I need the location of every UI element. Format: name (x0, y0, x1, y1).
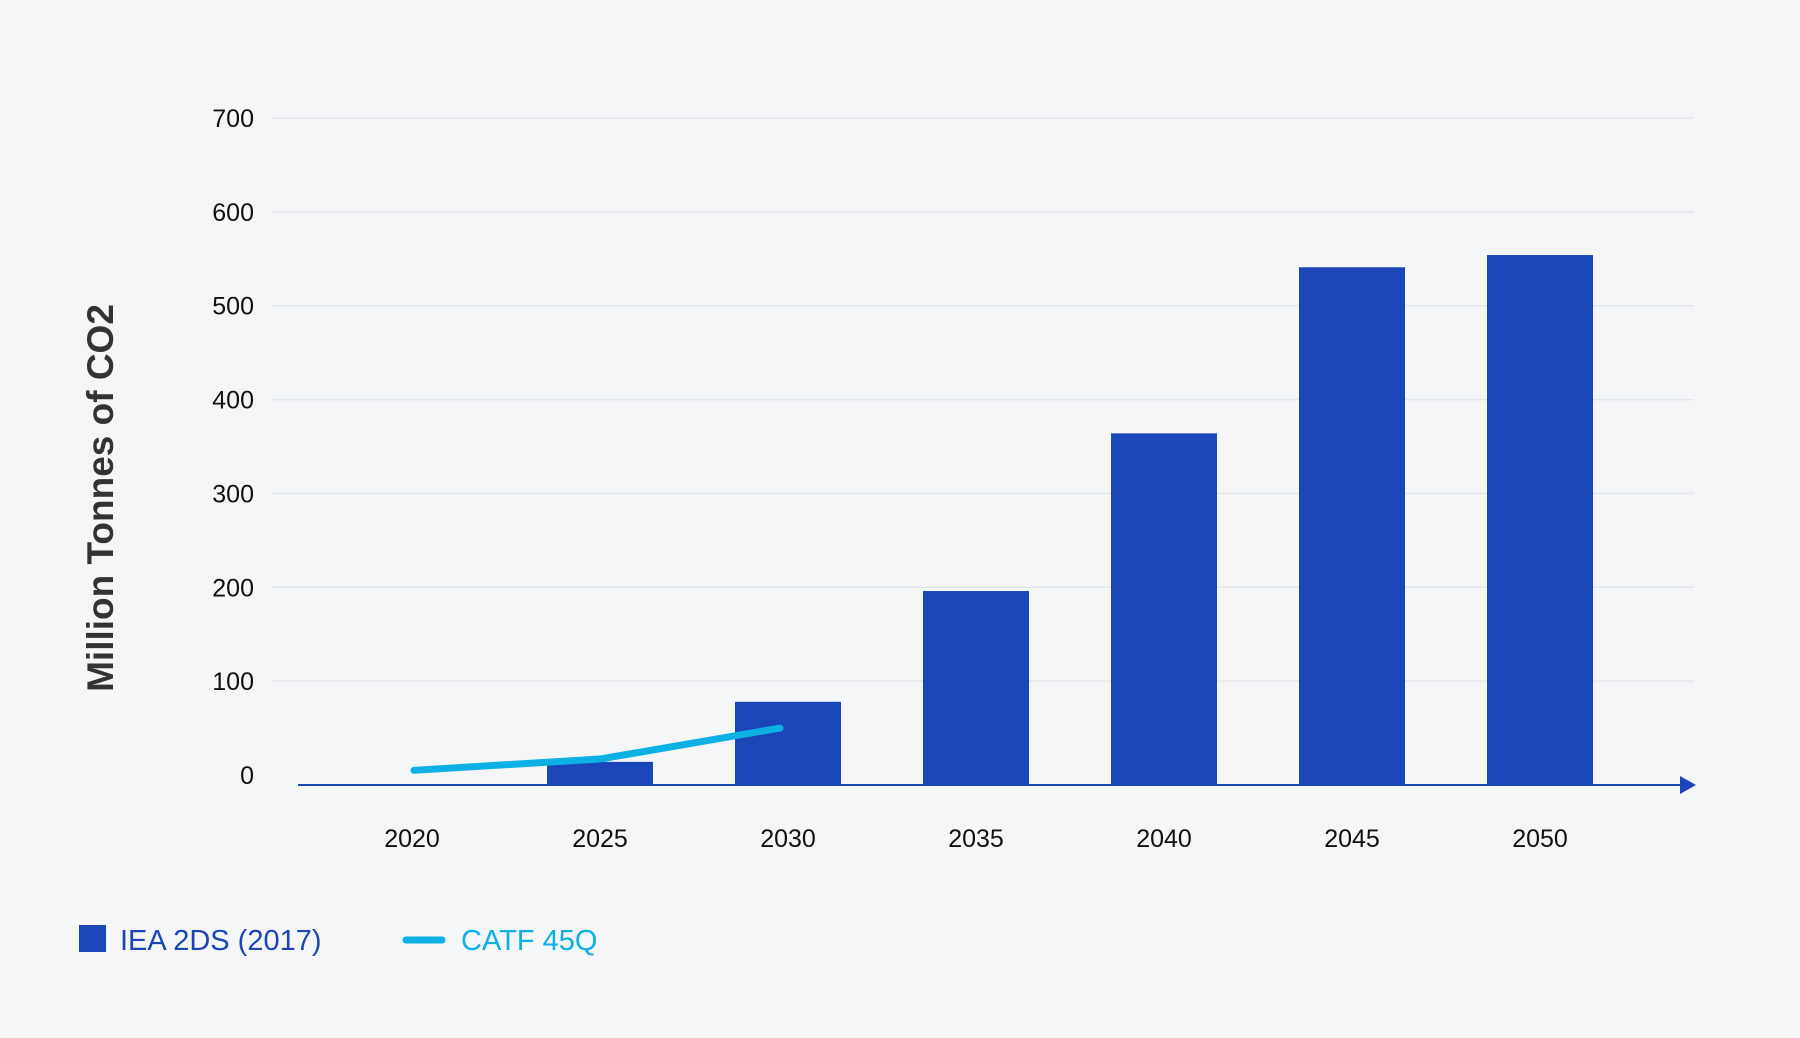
y-axis-label: Million Tonnes of CO2 (80, 304, 121, 692)
y-tick-label-400: 400 (212, 387, 254, 415)
bars (547, 255, 1593, 785)
x-tick-label-2050: 2050 (1512, 825, 1568, 853)
gridlines (272, 117, 1694, 682)
x-tick-label-2040: 2040 (1136, 825, 1192, 853)
y-tick-label-600: 600 (212, 199, 254, 227)
y-axis-ticks: 0 100 200 300 400 500 600 700 (212, 105, 254, 790)
legend-label-catf: CATF 45Q (461, 925, 597, 957)
y-tick-label-300: 300 (212, 480, 254, 508)
bar-2050 (1487, 255, 1593, 785)
bar-2045 (1299, 267, 1405, 785)
legend: IEA 2DS (2017) CATF 45Q (79, 925, 597, 957)
bar-2040 (1111, 433, 1217, 785)
line-series (410, 724, 784, 774)
x-tick-label-2035: 2035 (948, 825, 1004, 853)
legend-swatch-iea (79, 925, 106, 952)
bar-2025 (547, 761, 653, 785)
y-tick-label-200: 200 (212, 574, 254, 602)
x-axis-arrow-icon (1680, 776, 1696, 794)
x-axis-ticks: 2020 2025 2030 2035 2040 2045 2050 (384, 825, 1568, 853)
y-tick-label-500: 500 (212, 293, 254, 321)
x-tick-label-2020: 2020 (384, 825, 440, 853)
y-tick-label-0: 0 (240, 762, 254, 790)
legend-label-iea: IEA 2DS (2017) (120, 925, 322, 957)
x-tick-label-2025: 2025 (572, 825, 628, 853)
y-tick-label-700: 700 (212, 105, 254, 133)
x-tick-label-2030: 2030 (760, 825, 816, 853)
x-tick-label-2045: 2045 (1324, 825, 1380, 853)
bar-2030 (735, 701, 841, 785)
y-tick-label-100: 100 (212, 668, 254, 696)
bar-2035 (923, 591, 1029, 785)
x-axis (298, 776, 1696, 794)
